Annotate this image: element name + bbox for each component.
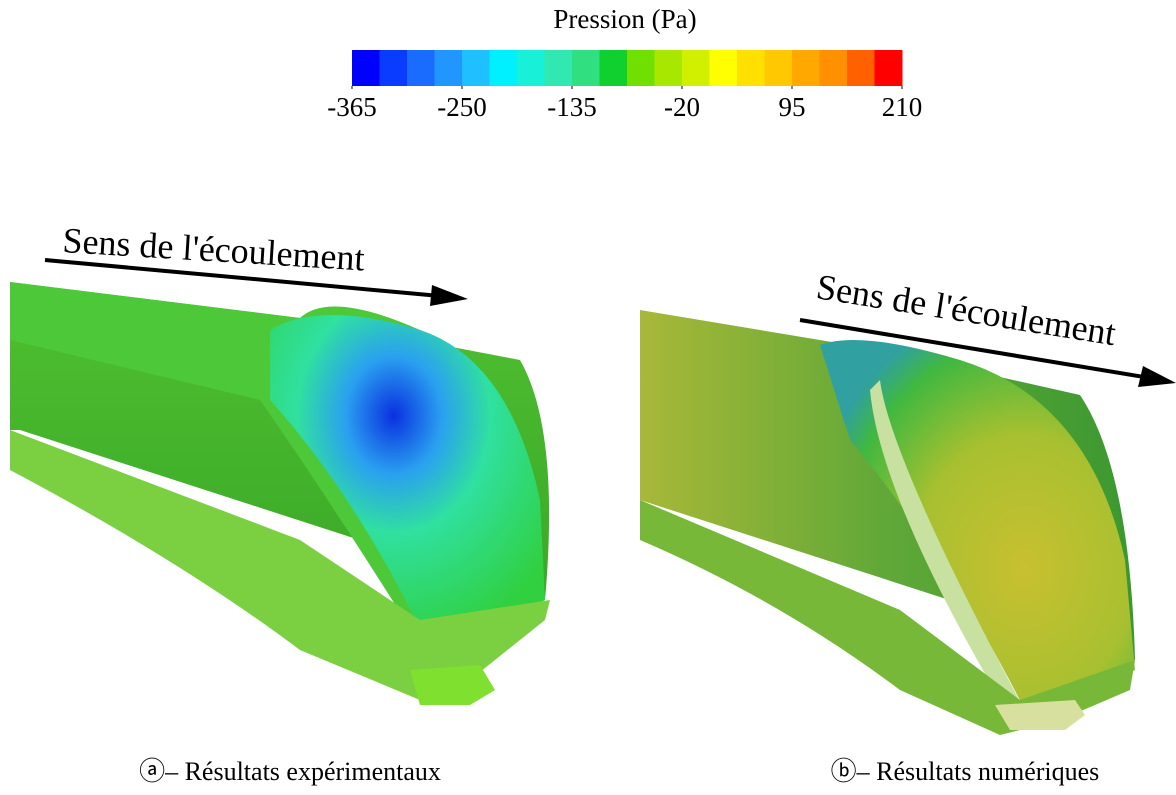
train-edge: [870, 380, 1030, 725]
train-bogie: [410, 665, 495, 705]
colorbar-swatch: [352, 50, 380, 86]
colorbar-tick-label: -365: [327, 92, 377, 122]
colorbar-swatch: [379, 50, 408, 86]
colorbar-swatch: [682, 50, 710, 86]
colorbar-swatch: [737, 50, 765, 86]
flow-label: Sens de l'écoulement: [62, 220, 366, 278]
panel-a-render: [10, 258, 550, 705]
train-skirt: [640, 500, 1135, 735]
colorbar: -365 -250 -135 -20 95 210: [327, 50, 922, 122]
colorbar-swatch: [709, 50, 738, 86]
flow-arrowhead: [1138, 366, 1176, 387]
flow-arrow: [44, 258, 441, 298]
train-skirt: [10, 430, 550, 700]
colorbar-swatch: [434, 50, 463, 86]
colorbar-tick-label: 210: [882, 92, 923, 122]
colorbar-swatch: [874, 50, 903, 86]
caption: ⓐ– Résultats expérimentaux: [139, 757, 441, 786]
colorbar-title: Pression (Pa): [553, 4, 696, 34]
colorbar-swatch: [489, 50, 518, 86]
colorbar-tick-label: -20: [664, 92, 700, 122]
flow-arrowhead: [430, 285, 468, 306]
train-bogie: [995, 700, 1085, 730]
colorbar-swatch: [599, 50, 628, 86]
colorbar-tick-label: -250: [437, 92, 487, 122]
colorbar-swatch: [544, 50, 573, 86]
colorbar-swatch: [407, 50, 435, 86]
colorbar-swatch: [572, 50, 600, 86]
caption: ⓑ– Résultats numériques: [831, 757, 1100, 786]
colorbar-swatch: [764, 50, 793, 86]
train-nose: [270, 315, 545, 650]
colorbar-tick-label: 95: [779, 92, 806, 122]
colorbar-swatch: [819, 50, 848, 86]
panel-b-render: [640, 310, 1176, 735]
colorbar-swatch: [792, 50, 820, 86]
colorbar-swatch: [847, 50, 875, 86]
colorbar-swatch: [517, 50, 545, 86]
colorbar-tick-label: -135: [547, 92, 597, 122]
train-nose: [820, 340, 1135, 720]
colorbar-swatch: [654, 50, 683, 86]
colorbar-swatch: [627, 50, 655, 86]
colorbar-swatch: [462, 50, 490, 86]
flow-arrow: [799, 318, 1151, 380]
